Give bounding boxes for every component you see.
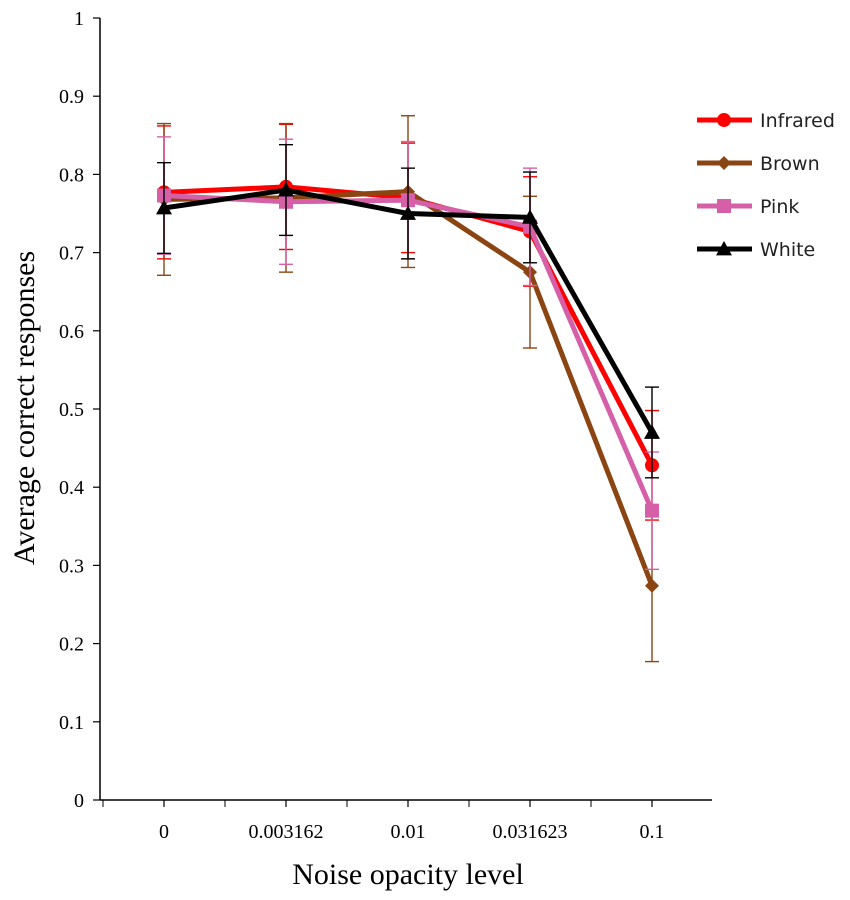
x-tick-label: 0.1 [640, 821, 665, 843]
legend-label: Infrared [760, 110, 835, 132]
x-tick-label: 0 [159, 821, 169, 843]
y-tick-label: 0.9 [59, 86, 84, 108]
series-white [156, 143, 660, 479]
legend-marker [717, 156, 731, 170]
y-axis-title: Average correct responses [8, 251, 41, 565]
legend-item-brown: Brown [697, 153, 820, 175]
y-tick-label: 0.3 [59, 555, 84, 577]
data-point-white [278, 182, 294, 197]
y-tick-label: 0.4 [59, 477, 84, 499]
data-point-white [400, 205, 416, 220]
data-point-brown [645, 578, 659, 593]
legend-item-white: White [697, 239, 815, 261]
legend: Infrared Brown Pink White [697, 110, 835, 261]
y-tick-label: 0.5 [59, 399, 84, 421]
y-tick-label: 1 [74, 8, 84, 30]
y-tick-label: 0 [74, 790, 84, 812]
data-point-pink [645, 503, 659, 518]
legend-label: Pink [760, 196, 799, 218]
legend-marker [717, 113, 731, 127]
y-ticks: 0 0.1 0.2 0.3 0.4 0.5 0.6 0.7 0.8 0.9 1 [59, 8, 100, 812]
y-tick-label: 0.6 [59, 321, 84, 343]
legend-item-pink: Pink [697, 196, 799, 218]
data-point-white [156, 200, 172, 215]
legend-label: Brown [760, 153, 820, 175]
x-axis-title: Noise opacity level [292, 858, 524, 891]
x-tick-label: 0.01 [391, 821, 426, 843]
data-point-white [644, 424, 660, 439]
series-layer [156, 115, 660, 663]
x-tick-label: 0.031623 [493, 821, 568, 843]
legend-item-infrared: Infrared [697, 110, 835, 132]
legend-marker [716, 241, 732, 256]
y-tick-label: 0.7 [59, 243, 84, 265]
x-tick-label: 0.003162 [249, 821, 324, 843]
y-tick-label: 0.8 [59, 164, 84, 186]
y-tick-label: 0.2 [59, 634, 84, 656]
x-ticks: 0 0.003162 0.01 0.031623 0.1 [102, 800, 665, 843]
legend-label: White [760, 239, 815, 261]
data-point-white [522, 209, 538, 224]
legend-marker [717, 199, 731, 213]
y-tick-label: 0.1 [59, 712, 84, 734]
